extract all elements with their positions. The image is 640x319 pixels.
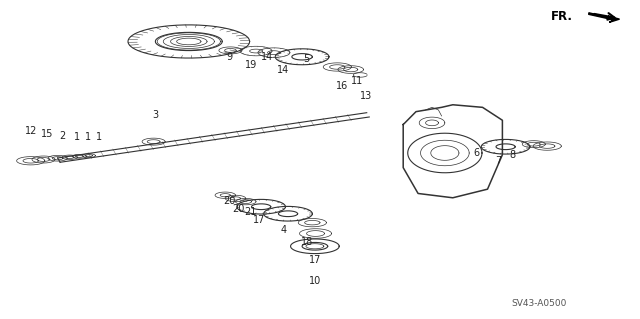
Text: 15: 15 <box>40 129 53 139</box>
Polygon shape <box>589 13 620 22</box>
Text: 20: 20 <box>232 204 244 214</box>
Text: 13: 13 <box>360 91 372 101</box>
Text: 17: 17 <box>253 215 266 225</box>
Text: 7: 7 <box>495 156 501 166</box>
Text: 1: 1 <box>96 132 102 142</box>
Text: 14: 14 <box>261 52 274 63</box>
Text: 21: 21 <box>244 207 257 217</box>
Text: 12: 12 <box>24 126 37 136</box>
Text: 14: 14 <box>277 65 290 75</box>
Text: 2: 2 <box>60 130 66 141</box>
Text: 19: 19 <box>244 60 257 70</box>
Text: 16: 16 <box>336 81 349 91</box>
Text: 10: 10 <box>308 276 321 286</box>
Text: 11: 11 <box>351 76 364 86</box>
Text: 5: 5 <box>303 54 309 64</box>
Text: 9: 9 <box>226 52 232 63</box>
Text: 17: 17 <box>308 255 321 265</box>
Text: 1: 1 <box>74 132 80 142</box>
Text: SV43-A0500: SV43-A0500 <box>511 299 566 308</box>
Text: 3: 3 <box>152 110 158 120</box>
Text: 20: 20 <box>223 196 236 206</box>
Text: FR.: FR. <box>551 10 573 23</box>
Text: 4: 4 <box>280 225 287 235</box>
Text: 1: 1 <box>85 132 92 142</box>
Text: 6: 6 <box>474 148 480 158</box>
Text: 18: 18 <box>301 237 314 248</box>
Text: 8: 8 <box>509 150 515 160</box>
